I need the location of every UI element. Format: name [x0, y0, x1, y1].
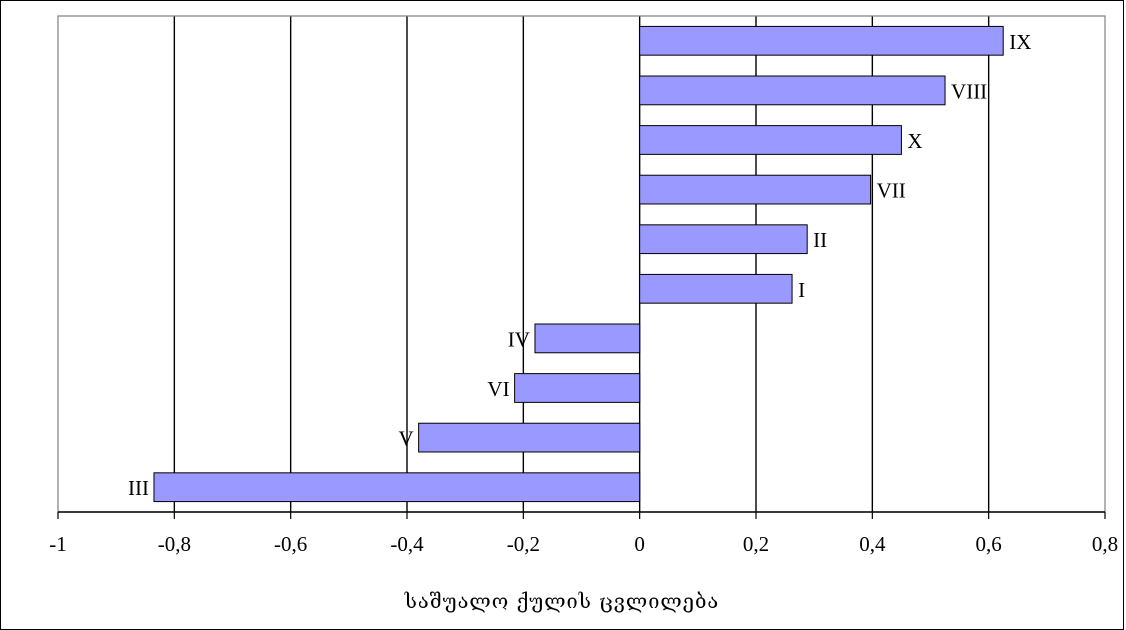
- bar-label: IV: [508, 327, 530, 351]
- bar-label: VII: [877, 179, 906, 203]
- bar-label: VIII: [951, 79, 987, 103]
- bar: [534, 323, 641, 354]
- x-tick-label: -0,6: [274, 532, 307, 556]
- x-tick-label: 0,2: [743, 532, 769, 556]
- bar: [418, 422, 641, 453]
- x-axis: -1 -0,8 -0,6 -0,4 -0,2 0 0,2 0,4 0,6 0,8: [49, 511, 1118, 556]
- bar-label: V: [398, 427, 413, 451]
- bar: [639, 75, 946, 106]
- bar: [514, 373, 641, 403]
- x-tick-label: 0,4: [859, 532, 886, 556]
- bar: [639, 174, 872, 205]
- x-tick-label: 0,8: [1092, 532, 1118, 556]
- bar: [153, 472, 641, 503]
- x-tick-label: -1: [49, 532, 67, 556]
- bar: [639, 25, 1004, 56]
- bar: [639, 125, 902, 155]
- x-tick-label: 0,6: [976, 532, 1002, 556]
- bar: [639, 224, 808, 255]
- bar-label: III: [128, 476, 149, 500]
- x-tick-label: -0,2: [507, 532, 540, 556]
- bar-label: X: [907, 129, 922, 153]
- bar-label: II: [813, 228, 827, 252]
- bar: [639, 273, 793, 304]
- x-tick-label: -0,8: [158, 532, 191, 556]
- x-axis-title: საშუალო ქულის ცვლილება: [404, 589, 719, 613]
- bar-label: VI: [487, 377, 509, 401]
- bar-label: IX: [1009, 30, 1031, 54]
- bar-label: I: [798, 278, 805, 302]
- x-tick-label: 0: [634, 532, 645, 556]
- x-tick-label: -0,4: [390, 532, 424, 556]
